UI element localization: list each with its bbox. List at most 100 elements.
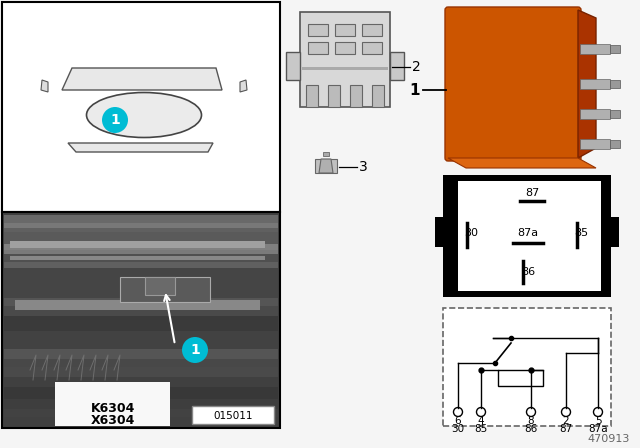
Bar xyxy=(308,42,328,54)
Text: 86: 86 xyxy=(524,424,538,434)
Text: 86: 86 xyxy=(521,267,535,277)
Text: 30: 30 xyxy=(464,228,478,238)
Bar xyxy=(306,85,318,107)
Bar xyxy=(362,24,382,36)
Bar xyxy=(611,217,619,247)
Text: 85: 85 xyxy=(574,228,588,238)
Text: 015011: 015011 xyxy=(213,411,253,421)
Bar xyxy=(610,140,620,148)
Bar xyxy=(498,370,543,386)
Text: 87: 87 xyxy=(525,188,539,198)
Text: 1: 1 xyxy=(110,113,120,127)
Bar xyxy=(4,215,278,223)
Polygon shape xyxy=(41,80,48,92)
Bar xyxy=(4,298,278,306)
Text: K6304: K6304 xyxy=(91,401,135,414)
Circle shape xyxy=(454,408,463,417)
Bar xyxy=(580,109,610,119)
Text: 30: 30 xyxy=(451,424,465,434)
Polygon shape xyxy=(578,10,596,158)
Polygon shape xyxy=(62,68,222,90)
Ellipse shape xyxy=(86,92,202,138)
Bar xyxy=(4,409,278,417)
Text: 470913: 470913 xyxy=(588,434,630,444)
Bar xyxy=(2,212,280,428)
Bar xyxy=(328,85,340,107)
Bar xyxy=(323,152,329,156)
Text: 1: 1 xyxy=(410,82,420,98)
Bar xyxy=(145,277,175,295)
Bar xyxy=(300,12,390,107)
Bar xyxy=(4,349,278,359)
Bar xyxy=(4,377,278,387)
Text: 87a: 87a xyxy=(517,228,539,238)
Text: 8: 8 xyxy=(528,416,534,426)
Bar xyxy=(4,306,278,316)
Bar xyxy=(4,250,278,254)
Text: 2: 2 xyxy=(563,416,570,426)
Bar xyxy=(458,181,601,291)
Bar xyxy=(335,42,355,54)
Circle shape xyxy=(561,408,570,417)
Bar xyxy=(362,42,382,54)
Bar xyxy=(610,110,620,118)
Text: 2: 2 xyxy=(412,60,420,74)
Polygon shape xyxy=(319,159,333,173)
Bar xyxy=(120,277,210,302)
Bar xyxy=(15,300,260,310)
Bar xyxy=(4,228,278,232)
Bar xyxy=(4,399,278,409)
Text: X6304: X6304 xyxy=(91,414,135,426)
Bar xyxy=(2,2,280,212)
Bar xyxy=(335,24,355,36)
Bar xyxy=(610,80,620,88)
Bar xyxy=(4,268,278,298)
Bar xyxy=(372,85,384,107)
Text: 3: 3 xyxy=(359,160,368,174)
Circle shape xyxy=(527,408,536,417)
Bar xyxy=(4,244,278,250)
Bar xyxy=(55,382,170,426)
Bar xyxy=(302,67,388,70)
Bar xyxy=(4,232,278,244)
Bar xyxy=(10,256,265,260)
Bar xyxy=(443,175,611,297)
Text: 6: 6 xyxy=(454,416,461,426)
Text: 1: 1 xyxy=(190,343,200,357)
Bar xyxy=(4,223,278,228)
Bar xyxy=(580,139,610,149)
Text: 5: 5 xyxy=(595,416,602,426)
Text: 4: 4 xyxy=(477,416,484,426)
Circle shape xyxy=(477,408,486,417)
Bar xyxy=(435,217,443,247)
Bar xyxy=(4,387,278,399)
Bar xyxy=(192,406,274,424)
Bar xyxy=(4,331,278,349)
Bar xyxy=(4,254,278,262)
Bar xyxy=(4,262,278,268)
Bar xyxy=(350,85,362,107)
Bar xyxy=(4,359,278,367)
Polygon shape xyxy=(68,143,213,152)
Bar xyxy=(390,52,404,80)
Text: 85: 85 xyxy=(474,424,488,434)
Text: 87a: 87a xyxy=(588,424,608,434)
Polygon shape xyxy=(240,80,247,92)
Bar xyxy=(580,79,610,89)
Circle shape xyxy=(593,408,602,417)
Polygon shape xyxy=(448,158,596,168)
Bar xyxy=(286,52,300,80)
Bar xyxy=(4,316,278,331)
Circle shape xyxy=(102,107,128,133)
Bar xyxy=(308,24,328,36)
Bar xyxy=(610,45,620,53)
Bar xyxy=(10,241,265,248)
FancyBboxPatch shape xyxy=(445,7,581,161)
Bar xyxy=(580,44,610,54)
Circle shape xyxy=(182,337,208,363)
Text: 87: 87 xyxy=(559,424,573,434)
Bar xyxy=(4,417,278,422)
Bar xyxy=(315,159,337,173)
Bar xyxy=(443,308,611,426)
Polygon shape xyxy=(50,276,238,400)
